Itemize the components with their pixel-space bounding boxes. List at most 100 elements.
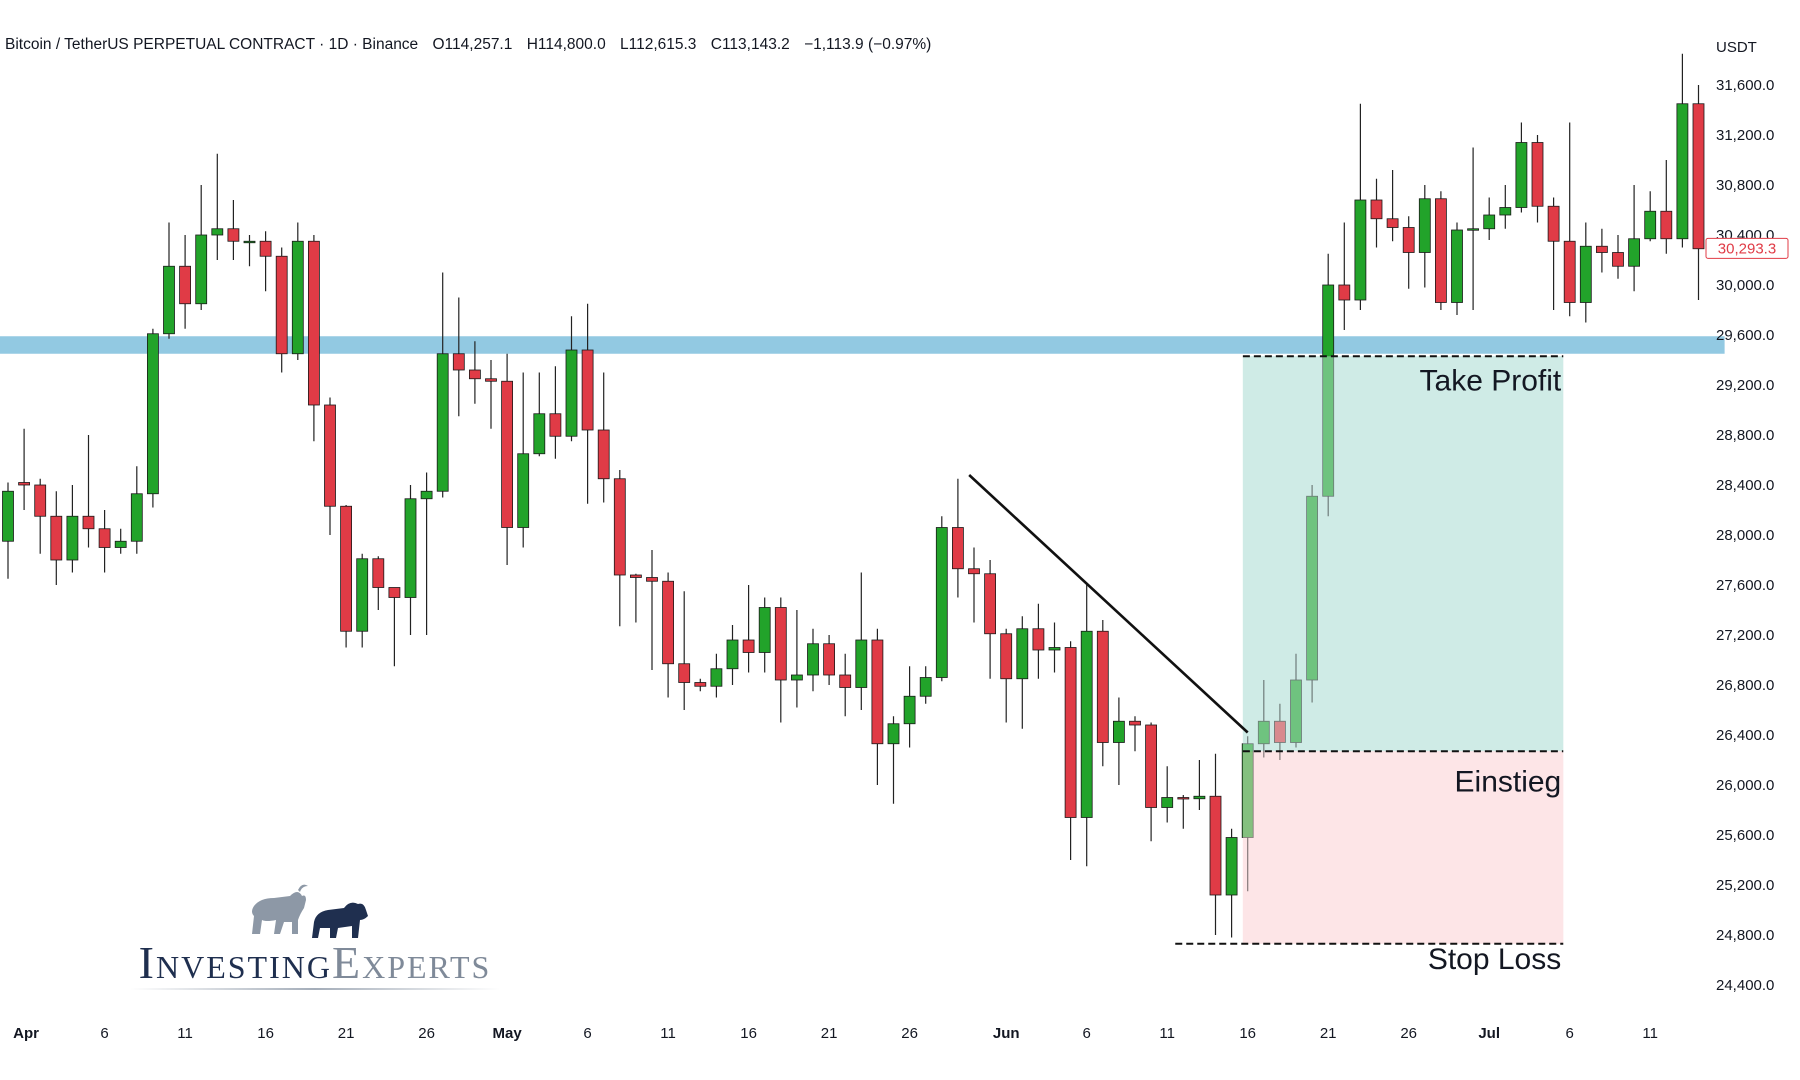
candle [18,428,31,510]
candle [935,516,948,682]
candle-body [1113,720,1125,743]
candle [1129,716,1141,752]
candle [774,597,787,723]
candle-body [372,558,385,588]
candle-body [1032,628,1045,651]
candle [758,597,771,673]
candle [1483,197,1496,240]
candle [630,573,642,623]
candle [1370,178,1383,248]
candle [1676,53,1689,248]
position-zones [1242,356,1564,944]
candle-body [1177,797,1190,800]
candle-body [1628,238,1640,267]
candle-body [1596,245,1608,253]
candle [1579,222,1592,323]
candle-body [66,515,79,561]
investing-experts-logo: InvestingExperts [100,880,530,1000]
candle-body [179,265,192,305]
candle [1193,760,1206,810]
price-tick-label: 29,600.0 [1716,327,1774,344]
candle-body [791,674,803,681]
price-tick-label: 27,600.0 [1716,577,1774,594]
price-tick-label: 28,800.0 [1716,427,1774,444]
candle-body [324,404,336,507]
candle [1290,653,1302,748]
candle [420,472,433,635]
candle [1644,191,1657,242]
candle-body [839,674,852,688]
ohlc-open: O114,257.1 [432,36,513,53]
candle [1596,228,1608,273]
candle-body [517,453,530,528]
support-zone [0,336,1725,354]
candle [227,200,240,260]
candle [646,550,658,670]
candle-body [1612,252,1624,267]
position-labels: Take Profit Einstieg Stop Loss [1420,364,1562,976]
candle-body [823,643,835,676]
candle-body [501,380,514,528]
time-tick-label: 6 [1083,1025,1091,1042]
candle [903,666,916,748]
candle-body [259,240,272,257]
candle [968,547,980,623]
candle-body [630,574,642,578]
candle-body [1418,198,1431,253]
candle-body [1531,142,1544,207]
candle [275,247,288,373]
price-tick-label: 28,400.0 [1716,477,1774,494]
candle-body [807,643,819,676]
candle [823,635,835,685]
candle [1451,222,1463,315]
candle-body [887,723,900,745]
candle [1435,191,1447,310]
candle [952,478,964,598]
candle-body [452,353,465,371]
candle-body [275,255,288,355]
candle-body [307,240,320,406]
candle-body [662,580,674,665]
time-tick-label: 6 [583,1025,591,1042]
candle [1515,122,1528,213]
logo-word-experts: Experts [331,937,492,988]
ohlc-close: C113,143.2 [710,36,790,53]
candle-body [549,413,562,437]
candle-body [1515,142,1528,208]
candle-body [163,265,175,335]
candle [1322,253,1335,517]
logo-word-investing: Investing [138,937,332,988]
candle [1563,122,1576,317]
candle [468,341,481,404]
candle-body [114,540,127,548]
candles [2,53,1705,938]
candle [34,478,47,554]
candle [1241,736,1254,892]
candle-body [82,515,95,530]
candle [581,303,594,504]
candle-body [871,639,884,745]
candle-body [1547,205,1560,242]
candle [791,610,803,708]
candle [1612,235,1624,279]
candle-body [533,413,546,455]
symbol-title[interactable]: Bitcoin / TetherUS PERPETUAL CONTRACT · … [5,36,419,53]
price-tick-label: 26,800.0 [1716,677,1774,694]
candle-body [420,490,433,500]
candle-body [211,228,224,236]
candle [871,628,884,785]
candle [1032,603,1045,679]
time-tick-label: 11 [660,1025,676,1042]
candle-body [436,353,449,492]
candle-body [388,587,401,598]
price-tick-label: 31,600.0 [1716,77,1774,94]
price-axis[interactable]: USDT 31,600.031,200.030,800.030,400.030,… [1705,39,1789,994]
candle [919,666,932,704]
candle-body [356,558,369,632]
price-tick-label: 30,800.0 [1716,177,1774,194]
candle-body [340,505,353,632]
candle [388,587,401,667]
candle-body [195,234,208,305]
time-axis[interactable]: Apr 6 11 16 21 26 May 6 11 16 21 26 Jun 6 11 16 21 26 Jul 6… [13,1025,1658,1042]
